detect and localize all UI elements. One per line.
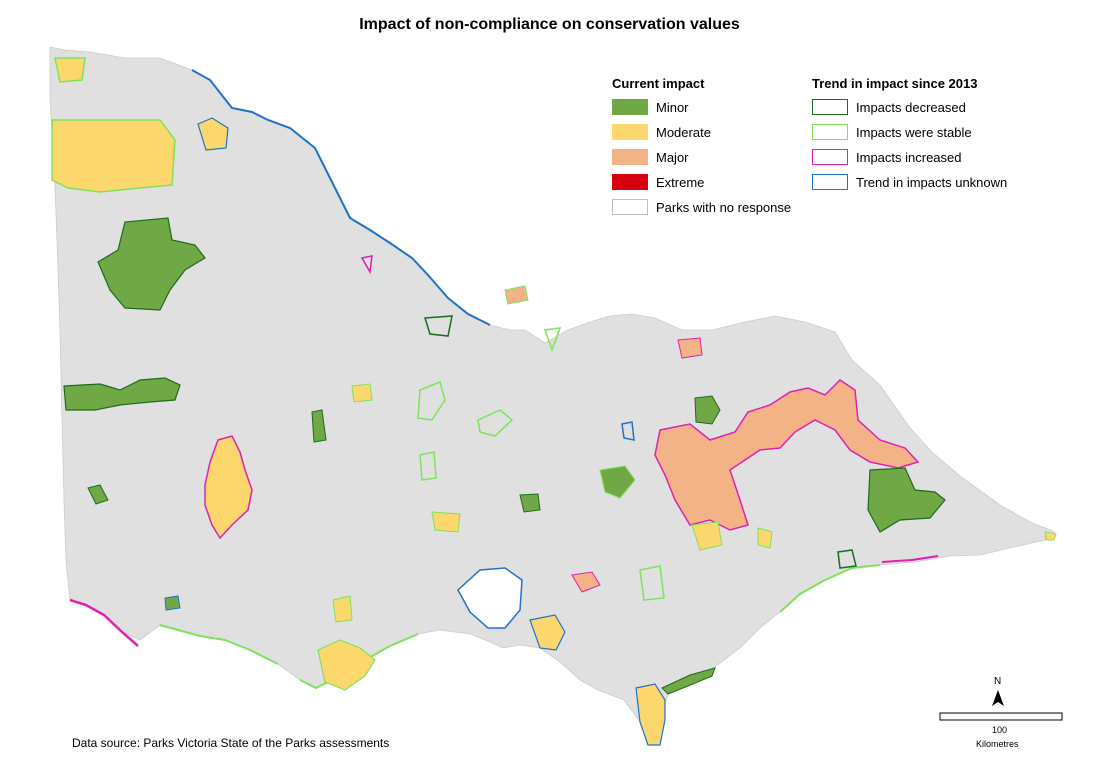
park-stable-small-1 <box>417 380 446 421</box>
legend-swatch-minor <box>612 99 648 115</box>
legend-item-decreased: Impacts decreased <box>812 97 966 117</box>
legend-label-minor: Minor <box>656 99 689 115</box>
park-hattah <box>197 117 229 151</box>
park-minor-small-1 <box>599 465 636 499</box>
legend-label-unknown: Trend in impacts unknown <box>856 174 1008 190</box>
legend-item-stable: Impacts were stable <box>812 122 972 142</box>
legend-label-major: Major <box>656 149 689 165</box>
legend-label-stable: Impacts were stable <box>856 124 972 140</box>
legend-swatch-stable <box>812 124 848 140</box>
park-big-desert <box>51 119 176 193</box>
park-stable-small-7 <box>351 383 373 403</box>
park-decreased-small-2 <box>837 549 857 569</box>
legend-swatch-moderate <box>612 124 648 140</box>
park-mornington <box>529 614 566 651</box>
data-source-note: Data source: Parks Victoria State of the… <box>72 736 390 750</box>
park-major-small-2 <box>571 571 601 593</box>
park-moderate-small-2 <box>691 521 723 551</box>
legend-item-moderate: Moderate <box>612 122 711 142</box>
legend-label-increased: Impacts increased <box>856 149 962 165</box>
park-increased-coast-east <box>881 555 939 563</box>
legend-current-impact-heading: Current impact <box>612 76 705 91</box>
park-stable-small-2 <box>477 409 514 437</box>
north-label: N <box>994 676 1002 687</box>
park-grampians <box>204 435 253 540</box>
legend-item-no-response: Parks with no response <box>612 197 791 217</box>
park-murray-sunset <box>54 57 86 83</box>
legend-swatch-decreased <box>812 99 848 115</box>
scale-label: 100 <box>992 725 1008 735</box>
park-stable-east-tip <box>1044 531 1057 541</box>
legend-trend-heading: Trend in impact since 2013 <box>812 76 978 91</box>
legend-label-decreased: Impacts decreased <box>856 99 966 115</box>
park-increased-small-1 <box>677 337 703 359</box>
park-decreased-small-1 <box>424 315 453 337</box>
park-great-otway <box>317 639 376 691</box>
park-snowy-river <box>867 467 946 533</box>
park-minor-small-4 <box>87 484 109 505</box>
legend-item-increased: Impacts increased <box>812 147 962 167</box>
park-minor-coast <box>661 667 716 695</box>
park-minor-small-3 <box>311 409 327 443</box>
park-unknown-small-1 <box>164 595 181 611</box>
park-moderate-small-3 <box>757 527 773 549</box>
legend-label-moderate: Moderate <box>656 124 711 140</box>
park-little-desert <box>63 377 181 411</box>
park-increased-coast <box>69 598 139 647</box>
scale-unit-label: Kilometres <box>976 739 1019 749</box>
legend-item-major: Major <box>612 147 689 167</box>
legend-item-minor: Minor <box>612 97 689 117</box>
park-unknown-small-2 <box>621 421 635 441</box>
legend-label-no-response: Parks with no response <box>656 199 792 215</box>
park-major-small-1 <box>504 285 529 305</box>
legend-swatch-increased <box>812 149 848 165</box>
park-wyperfeld <box>97 217 206 311</box>
park-stable-small-3 <box>419 451 437 481</box>
park-increased-small-2 <box>360 255 373 275</box>
legend-item-extreme: Extreme <box>612 172 704 192</box>
park-minor-small-2 <box>519 493 541 513</box>
legend-label-extreme: Extreme <box>656 174 705 190</box>
park-stable-small-4 <box>639 565 665 601</box>
legend-swatch-major <box>612 149 648 165</box>
north-arrow-icon <box>992 690 1004 706</box>
legend-swatch-extreme <box>612 174 648 190</box>
legend-swatch-no-response <box>612 199 648 215</box>
legend-item-unknown: Trend in impacts unknown <box>812 172 1007 192</box>
park-stable-small-6 <box>332 595 353 623</box>
scale-bar <box>939 712 1063 721</box>
park-wilsons-prom <box>635 683 666 746</box>
park-stable-small-5 <box>543 327 562 353</box>
park-alpine <box>654 379 920 531</box>
map-title: Impact of non-compliance on conservation… <box>359 16 740 33</box>
legend-swatch-unknown <box>812 174 848 190</box>
park-moderate-small-1 <box>431 511 461 533</box>
park-port-phillip <box>457 567 523 629</box>
murray-river <box>191 69 491 326</box>
park-mt-buffalo <box>694 395 721 425</box>
